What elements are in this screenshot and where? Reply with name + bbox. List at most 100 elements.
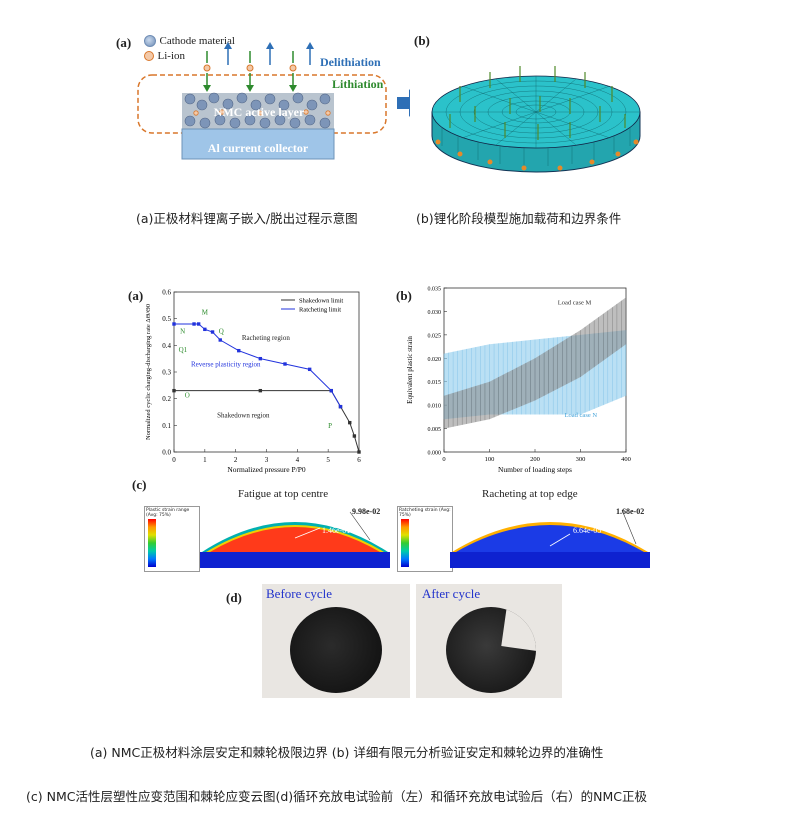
fatigue-min-label: 1.46e-01 [322, 526, 351, 535]
data-point [218, 338, 222, 342]
fig2-label-c: (c) [132, 477, 147, 492]
y-tick-label: 0.025 [428, 333, 442, 339]
legend-cathode: Cathode material [144, 34, 235, 47]
electrode-disk-before [290, 607, 382, 693]
x-axis-label: Normalized pressure P/P0 [227, 465, 306, 474]
legend-label: Shakedown limit [299, 298, 343, 305]
y-tick-label: 0.000 [428, 451, 442, 457]
chart-equivalent-plastic-strain: 0 100 200 300 400 0.000 0.005 0.010 0.015 0.020 0.… [406, 287, 631, 475]
colorbar-plastic-strain-range: Plastic strain range (Avg: 75%) [144, 506, 200, 572]
x-tick-label: 200 [530, 456, 540, 463]
lithiation-label: Lithiation [332, 77, 384, 91]
fig1-caption-a: (a)正极材料锂离子嵌入/脱出过程示意图 [136, 211, 358, 226]
ratchet-min-label: 6.64e-05 [573, 526, 602, 535]
colorbar-ratcheting-strain: Ratcheting strain (Avg: 75%) [397, 506, 453, 572]
fig1-caption-b: (b)锂化阶段模型施加载荷和边界条件 [416, 211, 622, 226]
y-axis-label: Normalized cyclic charging-discharging r… [145, 304, 152, 440]
annotation: Shakedown region [217, 411, 270, 419]
y-tick-label: 0.5 [162, 315, 171, 323]
ion-arrows [203, 42, 314, 92]
figure-1: (a) Cathode material Li-ion Delithiation… [110, 25, 670, 205]
contour-ratcheting [450, 509, 650, 568]
photo-after-cycle: After cycle [416, 584, 562, 698]
ratchet-title: Racheting at top edge [482, 488, 578, 500]
x-tick-label: 100 [485, 456, 495, 463]
annotation: N [180, 327, 185, 335]
cathode-particle-icon [144, 35, 156, 47]
data-point [338, 404, 343, 409]
y-tick-label: 0.6 [162, 289, 171, 297]
data-point [203, 327, 207, 332]
fatigue-max-label: 9.98e-02 [352, 507, 381, 516]
arrow-right-icon [397, 89, 410, 117]
delithiation-label: Delithiation [320, 55, 381, 69]
y-tick-label: 0.015 [428, 380, 442, 386]
annotation: Q [219, 327, 224, 335]
colorbar-gradient [148, 519, 156, 567]
x-tick-label: 400 [621, 456, 631, 463]
contour-fatigue [200, 511, 390, 568]
annotation: Reverse plasticity region [191, 361, 261, 369]
data-point [210, 330, 215, 334]
y-tick-label: 0.2 [162, 395, 171, 403]
annotation: P [328, 422, 332, 430]
fe-mesh-disk [431, 66, 641, 173]
y-tick-label: 0.1 [162, 422, 171, 430]
collector-label: Al current collector [207, 141, 309, 155]
x-tick-label: 1 [203, 456, 207, 464]
fatigue-title: Fatigue at top centre [238, 488, 329, 500]
y-tick-label: 0.020 [428, 357, 442, 363]
y-tick-label: 0.4 [162, 342, 171, 350]
legend-label: Ratcheting limit [299, 307, 341, 314]
x-tick-label: 4 [296, 456, 300, 464]
y-axis-label: Equivalent plastic strain [406, 336, 414, 404]
x-tick-label: 2 [234, 456, 238, 464]
x-tick-label: 3 [265, 456, 269, 464]
data-point [307, 367, 312, 372]
nmc-particle-layer [182, 92, 334, 129]
data-point [237, 348, 241, 353]
chart-shakedown-ratcheting: 0 1 2 3 4 5 6 0.0 0.1 0.2 0.3 0.4 0.5 0.6 Normalized p… [145, 289, 361, 475]
data-point [283, 362, 287, 366]
fig2-label-b: (b) [396, 288, 412, 303]
data-point [172, 388, 176, 393]
x-tick-label: 5 [326, 456, 330, 464]
colorbar-title: Plastic strain range (Avg: 75%) [146, 508, 190, 518]
legend-liion: Li-ion [144, 49, 185, 62]
fig1-label-a: (a) [116, 35, 132, 50]
y-tick-label: 0.3 [162, 369, 171, 377]
y-tick-label: 0.005 [428, 427, 442, 433]
annotation: M [202, 309, 209, 317]
data-point [357, 450, 361, 454]
ratchet-max-label: 1.68e-02 [616, 507, 645, 516]
x-tick-label: 0 [442, 456, 445, 463]
colorbar-gradient [401, 519, 409, 567]
y-tick-label: 0.0 [162, 449, 171, 457]
nmc-layer-label: NMC active layer [213, 105, 305, 119]
x-tick-label: 6 [357, 456, 361, 464]
fig2-label-d: (d) [226, 590, 242, 605]
series-label: Load case N [565, 412, 598, 419]
fig2-caption-ab: (a) NMC正极材料涂层安定和棘轮极限边界 (b) 详细有限元分析验证安定和棘… [90, 745, 604, 760]
data-point [172, 322, 176, 326]
fig2-label-a: (a) [128, 288, 144, 303]
colorbar-title: Ratcheting strain (Avg: 75%) [399, 508, 451, 518]
after-cycle-label: After cycle [422, 586, 481, 601]
before-cycle-label: Before cycle [266, 586, 333, 601]
photo-before-cycle: Before cycle [262, 584, 410, 698]
data-point [329, 388, 333, 393]
series-label: Load case M [558, 299, 592, 306]
x-tick-label: 300 [576, 456, 586, 463]
lithiation-schematic [137, 42, 410, 160]
data-point [196, 322, 201, 326]
y-tick-label: 0.010 [428, 404, 442, 410]
x-tick-label: 0 [172, 456, 176, 464]
data-point [258, 356, 263, 361]
data-point [352, 434, 357, 438]
annotation: Racheting region [242, 334, 291, 342]
data-point [258, 388, 263, 393]
data-point [348, 420, 352, 425]
fig2-caption-cd: (c) NMC活性层塑性应变范围和棘轮应变云图(d)循环充放电试验前（左）和循环… [26, 789, 648, 804]
annotation: O [185, 391, 190, 399]
electrode-disk-after [446, 607, 536, 693]
